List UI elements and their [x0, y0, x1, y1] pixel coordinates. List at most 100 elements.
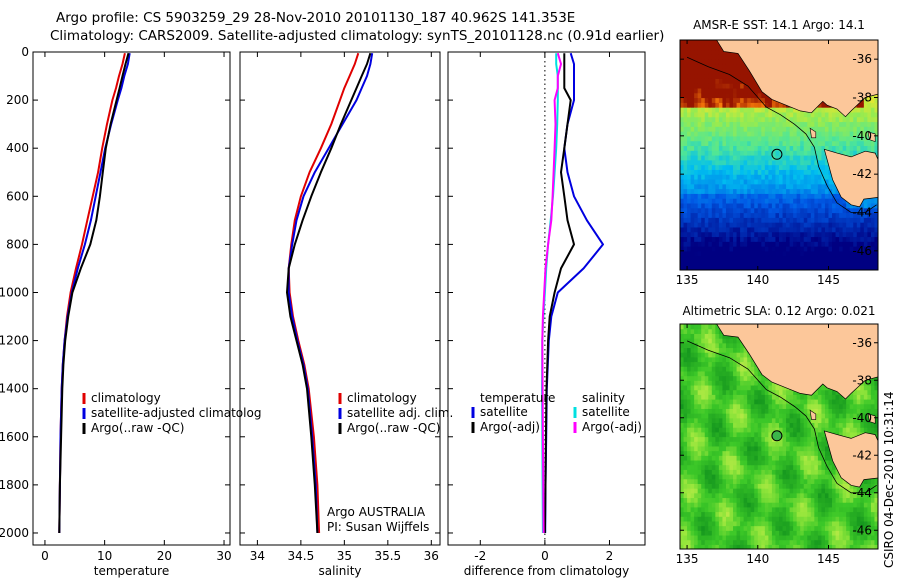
- map-cell: [740, 408, 745, 414]
- map-cell: [733, 140, 738, 147]
- map-cell: [743, 544, 748, 549]
- map-cell: [736, 450, 741, 456]
- map-cell: [821, 159, 826, 166]
- map-cell: [725, 222, 731, 228]
- map-cell: [846, 135, 851, 142]
- map-cell: [747, 530, 752, 536]
- map-cell: [874, 92, 878, 99]
- map-cell: [803, 265, 808, 270]
- map-cell: [715, 483, 720, 489]
- map-cell: [711, 342, 716, 349]
- map-cell: [821, 121, 826, 127]
- map-cell: [754, 450, 759, 456]
- map-cell: [824, 445, 830, 452]
- map-cell: [722, 492, 727, 499]
- map-cell: [743, 178, 748, 185]
- map-cell: [775, 389, 780, 395]
- map-cell: [697, 59, 702, 65]
- map-cell: [793, 246, 798, 252]
- map-cell: [725, 241, 731, 247]
- map-cell: [817, 431, 823, 438]
- map-cell: [817, 389, 823, 395]
- map-cell: [743, 459, 748, 466]
- map-cell: [860, 231, 865, 238]
- map-cell: [793, 188, 798, 194]
- map-cell: [687, 111, 692, 118]
- map-cell: [800, 483, 805, 489]
- map-cell: [733, 92, 738, 99]
- map-cell: [786, 250, 791, 257]
- map-cell: [764, 389, 769, 395]
- map-cell: [782, 159, 787, 166]
- map-cell: [736, 492, 741, 499]
- map-cell: [683, 328, 688, 334]
- map-cell: [718, 525, 724, 531]
- map-cell: [725, 121, 731, 127]
- map-cell: [796, 246, 801, 252]
- map-cell: [800, 255, 805, 262]
- map-cell: [782, 478, 787, 484]
- map-cell: [800, 155, 805, 161]
- map-cell: [779, 111, 784, 118]
- map-cell: [782, 222, 787, 228]
- map-cell: [828, 217, 833, 223]
- map-cell: [687, 131, 692, 137]
- map-cell: [740, 155, 745, 161]
- map-cell: [764, 413, 769, 419]
- map-cell: [725, 492, 731, 499]
- map-cell: [743, 121, 748, 127]
- map-cell: [683, 73, 688, 79]
- map-cell: [733, 516, 738, 522]
- map-cell: [733, 159, 738, 166]
- map-cell: [704, 260, 709, 266]
- map-cell: [680, 40, 685, 46]
- map-cell: [711, 155, 716, 161]
- map-cell: [740, 436, 745, 442]
- map-cell: [807, 231, 812, 238]
- map-cell: [747, 265, 752, 270]
- map-cell: [832, 217, 837, 223]
- map-cell: [807, 483, 812, 489]
- map-cell: [687, 347, 692, 353]
- y-tick-label: -40: [852, 129, 872, 143]
- map-cell: [708, 135, 713, 142]
- map-cell: [768, 525, 773, 531]
- map-cell: [694, 427, 699, 433]
- map-cell: [740, 222, 745, 228]
- map-cell: [810, 135, 815, 142]
- map-cell: [807, 399, 812, 405]
- map-cell: [683, 159, 688, 166]
- map-cell: [764, 520, 769, 527]
- map-cell: [779, 231, 784, 238]
- map-cell: [782, 539, 787, 545]
- y-tick-label: -46: [852, 244, 872, 258]
- map-cell: [725, 217, 731, 223]
- map-cell: [757, 198, 762, 204]
- map-cell: [733, 474, 738, 480]
- map-cell: [832, 488, 837, 494]
- map-cell: [736, 539, 741, 545]
- map-cell: [711, 241, 716, 247]
- map-cell: [715, 506, 720, 513]
- map-cell: [736, 217, 741, 223]
- map-cell: [687, 539, 692, 545]
- map-cell: [736, 356, 741, 363]
- map-cell: [687, 236, 692, 242]
- map-cell: [680, 164, 685, 170]
- map-cell: [761, 159, 766, 166]
- map-cell: [729, 539, 734, 545]
- map-cell: [814, 464, 819, 470]
- map-cell: [694, 217, 699, 223]
- map-cell: [736, 399, 741, 405]
- map-cell: [701, 324, 706, 330]
- map-cell: [740, 135, 745, 142]
- map-cell: [729, 59, 734, 65]
- map-cell: [789, 183, 794, 190]
- map-cell: [704, 202, 709, 209]
- map-cell: [867, 126, 872, 132]
- map-cell: [824, 408, 830, 414]
- map-cell: [775, 511, 780, 517]
- map-cell: [736, 530, 741, 536]
- map-cell: [708, 530, 713, 536]
- map-cell: [725, 73, 731, 79]
